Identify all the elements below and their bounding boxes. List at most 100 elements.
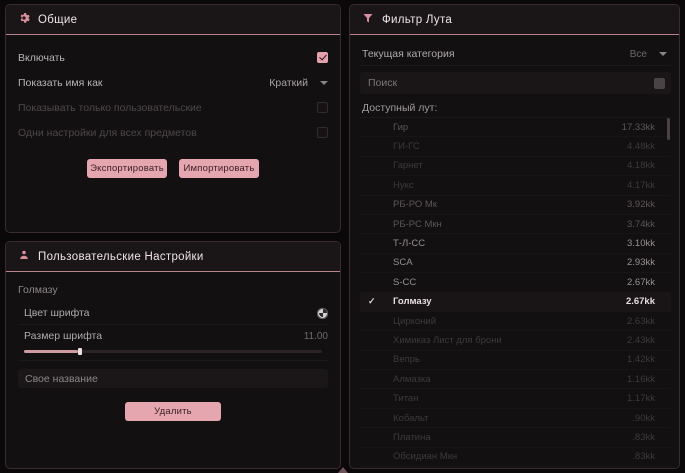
loot-list-item[interactable]: РБ-РО Мк 3.92kk — [360, 196, 671, 215]
loot-list-item[interactable]: Бронь Вал Мкн.77kk — [360, 467, 671, 468]
loot-list-item[interactable]: Платина .83kk — [360, 428, 671, 448]
loot-list-item[interactable]: Цирконий 2.63kk — [360, 312, 671, 332]
font-size-row: Размер шрифта 11.00 — [18, 325, 328, 347]
font-size-label: Размер шрифта — [24, 330, 103, 342]
name-format-select-value: Краткий — [269, 76, 308, 89]
chevron-down-icon — [659, 52, 667, 56]
user-gear-icon — [18, 249, 30, 264]
enable-checkbox[interactable] — [317, 52, 328, 63]
loot-list-item[interactable]: ✓ Голмазу 2.67kk — [360, 292, 671, 312]
loot-item-name: Обсидиан Мкн — [393, 451, 458, 463]
export-button[interactable]: Экспортировать — [87, 159, 167, 178]
loot-item-name: Цирконий — [393, 315, 437, 327]
user-settings-panel-header: Пользовательские Настройки — [6, 242, 340, 272]
right-column: Фильтр Лута Текущая категория Все Поиск … — [345, 0, 685, 473]
loot-item-value: 2.63kk — [627, 315, 655, 327]
loot-list-item[interactable]: Гарнет 4.18kk — [360, 157, 671, 177]
left-column: Общие Включать Показать имя как Краткий … — [0, 0, 345, 473]
font-size-value: 11.00 — [303, 330, 328, 342]
loot-list-item[interactable]: Обсидиан Мкн .83kk — [360, 448, 671, 468]
loot-item-name: Голмазу — [393, 296, 432, 308]
loot-list-item[interactable]: Нукс 4.17kk — [360, 176, 671, 196]
font-size-slider[interactable] — [18, 347, 328, 361]
loot-item-value: 17.33kk — [621, 121, 655, 133]
loot-item-value: 3.92kk — [627, 199, 655, 211]
loot-list-scrollbar[interactable] — [667, 118, 670, 468]
loot-list-item[interactable]: Титан 1.17kk — [360, 389, 671, 409]
import-button[interactable]: Импортировать — [179, 159, 259, 178]
user-settings-panel-body: Голмазу Цвет шрифта Размер шрифта 11.00 — [6, 272, 340, 468]
loot-item-value: 1.42kk — [627, 354, 655, 366]
loot-list-item[interactable]: РБ-РС Мкн 3.74kk — [360, 215, 671, 235]
general-panel-body: Включать Показать имя как Краткий Показы… — [6, 35, 340, 232]
search-input[interactable]: Поиск — [360, 72, 671, 94]
general-row-name-format[interactable]: Показать имя как Краткий — [18, 70, 328, 95]
loot-item-value: 1.17kk — [627, 393, 655, 405]
check-icon[interactable]: ✓ — [368, 296, 376, 307]
loot-list-item[interactable]: Химиказ Лист для брони 2.43kk — [360, 331, 671, 351]
loot-item-value: 2.67kk — [625, 296, 655, 308]
font-size-slider-knob[interactable] — [77, 348, 82, 355]
loot-item-value: 2.43kk — [627, 334, 655, 346]
loot-item-name: ГИ-ГС — [393, 141, 420, 153]
loot-item-value: 2.93kk — [627, 257, 655, 269]
loot-list-item[interactable]: ГИ-ГС 4.48kk — [360, 137, 671, 157]
loot-filter-panel: Фильтр Лута Текущая категория Все Поиск … — [349, 4, 680, 469]
loot-list-scroll-thumb[interactable] — [667, 118, 670, 140]
loot-list-item[interactable]: Гир 17.33kk — [360, 118, 671, 138]
category-row[interactable]: Текущая категория Все — [360, 43, 671, 66]
font-size-slider-track[interactable] — [24, 348, 322, 355]
loot-item-name: SCA — [393, 257, 413, 269]
loot-item-value: .83kk — [632, 431, 655, 443]
custom-name-input[interactable]: Свое название — [18, 369, 328, 388]
loot-item-name: Алмазка — [393, 373, 431, 385]
name-format-select[interactable]: Краткий — [269, 77, 328, 89]
general-row-enable[interactable]: Включать — [18, 45, 328, 70]
loot-item-name: РБ-РС Мкн — [393, 218, 442, 230]
loot-item-name: Кобальт — [393, 412, 429, 424]
category-select[interactable]: Все — [630, 49, 667, 60]
search-placeholder: Поиск — [368, 77, 398, 89]
category-label: Текущая категория — [362, 48, 455, 60]
loot-item-name: Гир — [393, 121, 409, 133]
user-settings-button-row: Удалить — [18, 402, 328, 421]
loot-item-name: Платина — [393, 431, 431, 443]
loot-item-value: 4.48kk — [627, 141, 655, 153]
general-panel-title: Общие — [38, 13, 78, 26]
loot-item-name: Титан — [393, 393, 419, 405]
loot-list[interactable]: Гир 17.33kk ГИ-ГС 4.48kk Гарнет 4.18kk Нукс 4.1… — [360, 117, 671, 468]
loot-item-name: Химиказ Лист для брони — [393, 334, 502, 346]
search-icon[interactable] — [654, 77, 665, 89]
loot-list-item[interactable]: Алмазка 1.16kk — [360, 370, 671, 390]
loot-item-name: РБ-РО Мк — [393, 199, 437, 211]
loot-filter-panel-body: Текущая категория Все Поиск Доступный лу… — [350, 35, 679, 468]
loot-list-item[interactable]: SCA 2.93kk — [360, 254, 671, 274]
custom-name-placeholder: Свое название — [25, 372, 98, 385]
resize-grip[interactable] — [337, 467, 348, 473]
loot-item-name: Т-Л-СС — [393, 238, 426, 250]
loot-list-item[interactable]: Т-Л-СС 3.10kk — [360, 234, 671, 254]
font-color-row[interactable]: Цвет шрифта — [18, 302, 328, 325]
general-row-enable-label: Включать — [18, 51, 65, 64]
only-custom-checkbox[interactable] — [317, 102, 328, 113]
loot-item-value: .90kk — [632, 412, 655, 424]
chevron-down-icon — [320, 80, 328, 85]
loot-list-item[interactable]: S-CC 2.67kk — [360, 273, 671, 293]
loot-item-value: .83kk — [632, 451, 655, 463]
general-row-shared-settings-label: Одни настройки для всех предметов — [18, 126, 197, 139]
shared-settings-checkbox[interactable] — [317, 127, 328, 138]
delete-button[interactable]: Удалить — [125, 402, 221, 421]
loot-list-item[interactable]: Вепрь 1.42kk — [360, 351, 671, 371]
loot-item-name: Гарнет — [393, 160, 423, 172]
general-row-only-custom[interactable]: Показывать только пользовательские — [18, 95, 328, 120]
general-row-shared-settings[interactable]: Одни настройки для всех предметов — [18, 120, 328, 145]
font-size-slider-fill — [24, 350, 78, 353]
color-swatch-icon[interactable] — [317, 307, 328, 319]
loot-item-name: Вепрь — [393, 354, 420, 366]
general-panel: Общие Включать Показать имя как Краткий … — [5, 4, 341, 233]
loot-list-item[interactable]: Кобальт .90kk — [360, 409, 671, 429]
loot-filter-panel-header: Фильтр Лута — [350, 5, 679, 35]
general-row-only-custom-label: Показывать только пользовательские — [18, 101, 202, 114]
loot-item-name: S-CC — [393, 276, 417, 288]
